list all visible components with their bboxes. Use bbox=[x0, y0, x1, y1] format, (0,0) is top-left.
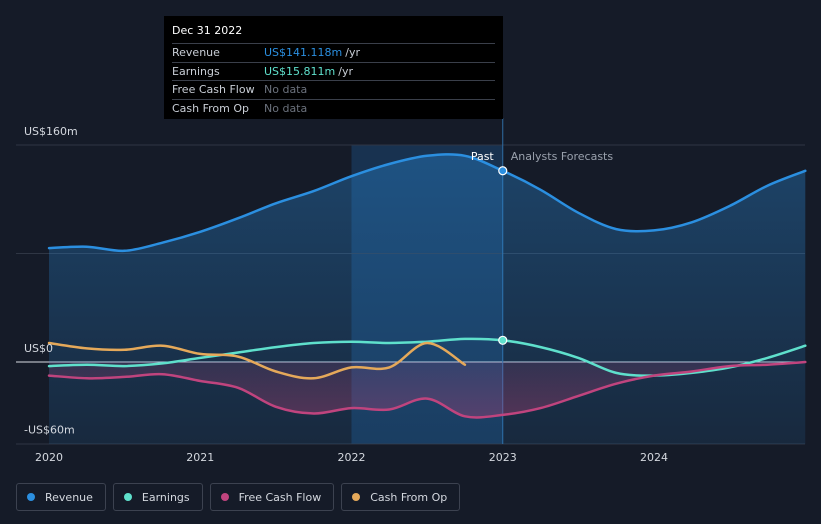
legend-item-earnings[interactable]: Earnings bbox=[112, 483, 203, 511]
tooltip-label: Revenue bbox=[172, 46, 220, 59]
tooltip-label: Cash From Op bbox=[172, 101, 250, 115]
legend-item-revenue[interactable]: Revenue bbox=[16, 483, 106, 511]
tooltip-value: No data bbox=[264, 83, 308, 96]
x-tick-label: 2022 bbox=[338, 451, 366, 464]
tooltip-row-earnings: Earnings US$15.811m /yr bbox=[172, 61, 495, 81]
tooltip-date: Dec 31 2022 bbox=[172, 24, 243, 37]
revenue-area bbox=[49, 154, 806, 445]
forecast-label: Analysts Forecasts bbox=[511, 150, 614, 163]
tooltip-value: US$141.118m bbox=[264, 46, 343, 59]
tooltip-value: No data bbox=[264, 101, 308, 115]
tooltip-row-revenue: Revenue US$141.118m /yr bbox=[172, 43, 495, 62]
cfo-line bbox=[47, 341, 467, 380]
revenue-line bbox=[47, 153, 807, 253]
tooltip-label: Earnings bbox=[172, 64, 220, 78]
tooltip-row-cfo: Cash From Op No data bbox=[172, 98, 495, 118]
x-tick-label: 2024 bbox=[640, 451, 668, 464]
y-tick-label: -US$60m bbox=[24, 423, 75, 436]
tooltip: Dec 31 2022 Revenue US$141.118m /yr Earn… bbox=[164, 16, 503, 119]
legend-item-fcf[interactable]: Free Cash Flow bbox=[209, 483, 335, 511]
legend-label: Cash From Op bbox=[370, 490, 448, 504]
tooltip-value: US$15.811m bbox=[264, 64, 336, 78]
y-tick-label: US$160m bbox=[24, 125, 78, 138]
x-tick-label: 2021 bbox=[186, 451, 214, 464]
legend-label: Free Cash Flow bbox=[238, 490, 322, 504]
legend-label: Revenue bbox=[45, 490, 93, 504]
earnings-dot-icon bbox=[123, 493, 132, 501]
tooltip-label: Free Cash Flow bbox=[172, 83, 255, 96]
tooltip-row-fcf: Free Cash Flow No data bbox=[172, 80, 495, 99]
past-label: Past bbox=[471, 150, 495, 163]
legend: Revenue Earnings Free Cash Flow Cash Fro… bbox=[16, 483, 461, 511]
earnings-marker bbox=[498, 335, 508, 345]
fcf-line bbox=[47, 360, 807, 419]
legend-item-cfo[interactable]: Cash From Op bbox=[341, 483, 461, 511]
fcf-dot-icon bbox=[220, 493, 229, 501]
revenue-marker bbox=[498, 166, 508, 176]
legend-label: Earnings bbox=[141, 490, 190, 504]
cfo-dot-icon bbox=[352, 493, 361, 501]
revenue-dot-icon bbox=[27, 493, 35, 501]
tooltip-unit: /yr bbox=[338, 64, 353, 78]
y-tick-label: US$0 bbox=[24, 342, 53, 355]
fcf-area bbox=[49, 362, 806, 418]
x-tick-label: 2020 bbox=[35, 451, 63, 464]
earnings-line bbox=[47, 337, 807, 377]
x-tick-label: 2023 bbox=[489, 451, 517, 464]
tooltip-unit: /yr bbox=[345, 46, 360, 59]
